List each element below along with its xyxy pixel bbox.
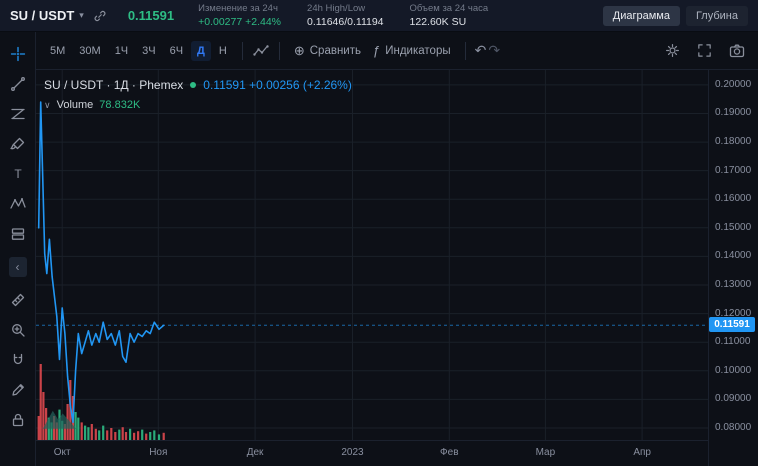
volume-label: Volume bbox=[56, 99, 94, 111]
toolbar-right-icons bbox=[664, 42, 750, 60]
toolbar-separator bbox=[464, 41, 466, 60]
stat-label: Объем за 24 часа bbox=[409, 3, 489, 15]
indicators-fx-icon: ƒ bbox=[373, 43, 381, 58]
symbol-selector[interactable]: SU / USDT ▾ bbox=[10, 8, 84, 23]
price-tick-label: 0.20000 bbox=[715, 78, 752, 90]
time-axis[interactable]: Окт Ноя Дек 2023 Фев Мар Апр bbox=[36, 440, 708, 466]
volume-value: 78.832K bbox=[99, 99, 141, 111]
interval-button-6Ч[interactable]: 6Ч bbox=[164, 41, 189, 61]
fib-retracement-icon[interactable] bbox=[5, 102, 31, 126]
symbol-name: SU / USDT bbox=[10, 8, 75, 23]
time-tick-label: Ноя bbox=[149, 447, 168, 458]
undo-icon[interactable]: ↶ bbox=[474, 42, 487, 58]
price-tick-label: 0.08000 bbox=[715, 421, 752, 433]
interval-group: 5M 30M 1Ч 3Ч 6Ч Д Н bbox=[44, 40, 233, 61]
price-chart-canvas[interactable] bbox=[36, 70, 708, 440]
time-tick-label: Апр bbox=[633, 447, 651, 458]
price-tick-label: 0.19000 bbox=[715, 107, 752, 119]
interval-button-Д[interactable]: Д bbox=[191, 40, 211, 61]
long-short-position-icon[interactable] bbox=[5, 222, 31, 246]
phemex-watermark bbox=[42, 404, 78, 437]
camera-snapshot-icon[interactable] bbox=[728, 42, 746, 60]
price-tick-label: 0.13000 bbox=[715, 279, 752, 291]
chart-style-line-icon[interactable] bbox=[252, 42, 270, 60]
header-stat: Объем за 24 часа 122.60K SU bbox=[410, 3, 489, 27]
price-tick-label: 0.15000 bbox=[715, 221, 752, 233]
header-stat: Изменение за 24ч +0.00277 +2.44% bbox=[198, 3, 281, 27]
compare-plus-icon: ⊕ bbox=[293, 42, 305, 58]
chevron-down-icon: ▾ bbox=[79, 10, 84, 20]
stat-label: Изменение за 24ч bbox=[198, 3, 278, 15]
legend-price: 0.11591 +0.00256 (+2.26%) bbox=[203, 78, 352, 92]
view-switcher: Диаграмма Глубина bbox=[602, 5, 748, 26]
settings-gear-icon[interactable] bbox=[664, 42, 681, 59]
collapse-toolbar-icon[interactable]: ‹ bbox=[8, 257, 27, 277]
stat-label: 24h High/Low bbox=[307, 3, 366, 15]
magnet-icon[interactable] bbox=[5, 348, 31, 372]
brush-icon[interactable] bbox=[5, 132, 31, 156]
time-tick-label: Фев bbox=[440, 447, 459, 458]
trend-line-icon[interactable] bbox=[5, 72, 31, 96]
interval-button-5M[interactable]: 5M bbox=[44, 41, 71, 61]
link-icon[interactable] bbox=[92, 8, 108, 24]
price-axis[interactable]: 0.11591 0.20000 0.19000 0.18000 0.17000 0.16… bbox=[708, 70, 758, 466]
toolbar-separator bbox=[241, 41, 243, 60]
svg-text:T: T bbox=[14, 167, 22, 181]
draw-pencil-icon[interactable] bbox=[5, 378, 31, 402]
time-tick-label: Дек bbox=[246, 447, 264, 458]
indicators-label: Индикаторы bbox=[385, 44, 451, 57]
zoom-in-icon[interactable] bbox=[5, 318, 31, 342]
stat-value: 0.11646/0.11194 bbox=[307, 15, 384, 28]
price-tick-label: 0.09000 bbox=[715, 393, 752, 405]
legend-title: SU / USDT · 1Д · Phemex bbox=[44, 78, 184, 92]
interval-button-30M[interactable]: 30M bbox=[73, 41, 106, 61]
indicators-button[interactable]: ƒ Индикаторы bbox=[368, 39, 456, 62]
price-tick-label: 0.18000 bbox=[715, 136, 752, 148]
xabcd-pattern-icon[interactable] bbox=[5, 192, 31, 216]
header: SU / USDT ▾ 0.11591 Изменение за 24ч +0.0… bbox=[0, 0, 758, 32]
interval-button-3Ч[interactable]: 3Ч bbox=[136, 41, 161, 61]
lock-icon[interactable] bbox=[5, 408, 31, 432]
compare-label: Сравнить bbox=[309, 44, 361, 57]
last-price-badge: 0.11591 bbox=[709, 317, 755, 333]
volume-collapse-icon[interactable]: ∨ bbox=[44, 99, 51, 110]
market-open-dot-icon bbox=[190, 82, 197, 88]
ruler-icon[interactable] bbox=[5, 288, 31, 312]
crosshair-icon[interactable] bbox=[5, 42, 31, 66]
price-tick-label: 0.17000 bbox=[715, 164, 752, 176]
time-tick-label: 2023 bbox=[341, 447, 364, 458]
fullscreen-icon[interactable] bbox=[696, 42, 713, 59]
time-tick-label: Мар bbox=[535, 447, 556, 458]
price-tick-label: 0.16000 bbox=[715, 193, 752, 205]
chart-area: SU / USDT · 1Д · Phemex 0.11591 +0.00256… bbox=[36, 70, 758, 466]
text-tool-icon[interactable]: T bbox=[5, 162, 31, 186]
chart-toolbar: 5M 30M 1Ч 3Ч 6Ч Д Н ⊕ Сравнить ƒ Индикаторы ↶ … bbox=[36, 32, 758, 70]
time-tick-label: Окт bbox=[53, 447, 71, 458]
last-price: 0.11591 bbox=[127, 8, 175, 23]
price-tick-label: 0.12000 bbox=[715, 307, 752, 319]
interval-button-1Ч[interactable]: 1Ч bbox=[109, 41, 134, 61]
price-tick-label: 0.10000 bbox=[715, 364, 752, 376]
chart-view-button[interactable]: Диаграмма bbox=[602, 5, 680, 26]
price-tick-label: 0.11000 bbox=[715, 336, 751, 348]
toolbar-separator bbox=[278, 41, 280, 60]
redo-icon[interactable]: ↷ bbox=[488, 42, 501, 58]
drawing-toolbar: T ‹ bbox=[0, 32, 36, 466]
interval-button-Н[interactable]: Н bbox=[213, 41, 233, 61]
header-stats: Изменение за 24ч +0.00277 +2.44% 24h High/… bbox=[198, 3, 488, 27]
compare-button[interactable]: ⊕ Сравнить bbox=[289, 39, 366, 63]
depth-view-button[interactable]: Глубина bbox=[685, 5, 748, 26]
stat-value: 122.60K SU bbox=[409, 15, 467, 28]
stat-value: +0.00277 +2.44% bbox=[198, 15, 282, 28]
chart-legend: SU / USDT · 1Д · Phemex 0.11591 +0.00256… bbox=[44, 78, 352, 111]
price-tick-label: 0.14000 bbox=[715, 250, 752, 262]
header-stat: 24h High/Low 0.11646/0.11194 bbox=[307, 3, 384, 27]
